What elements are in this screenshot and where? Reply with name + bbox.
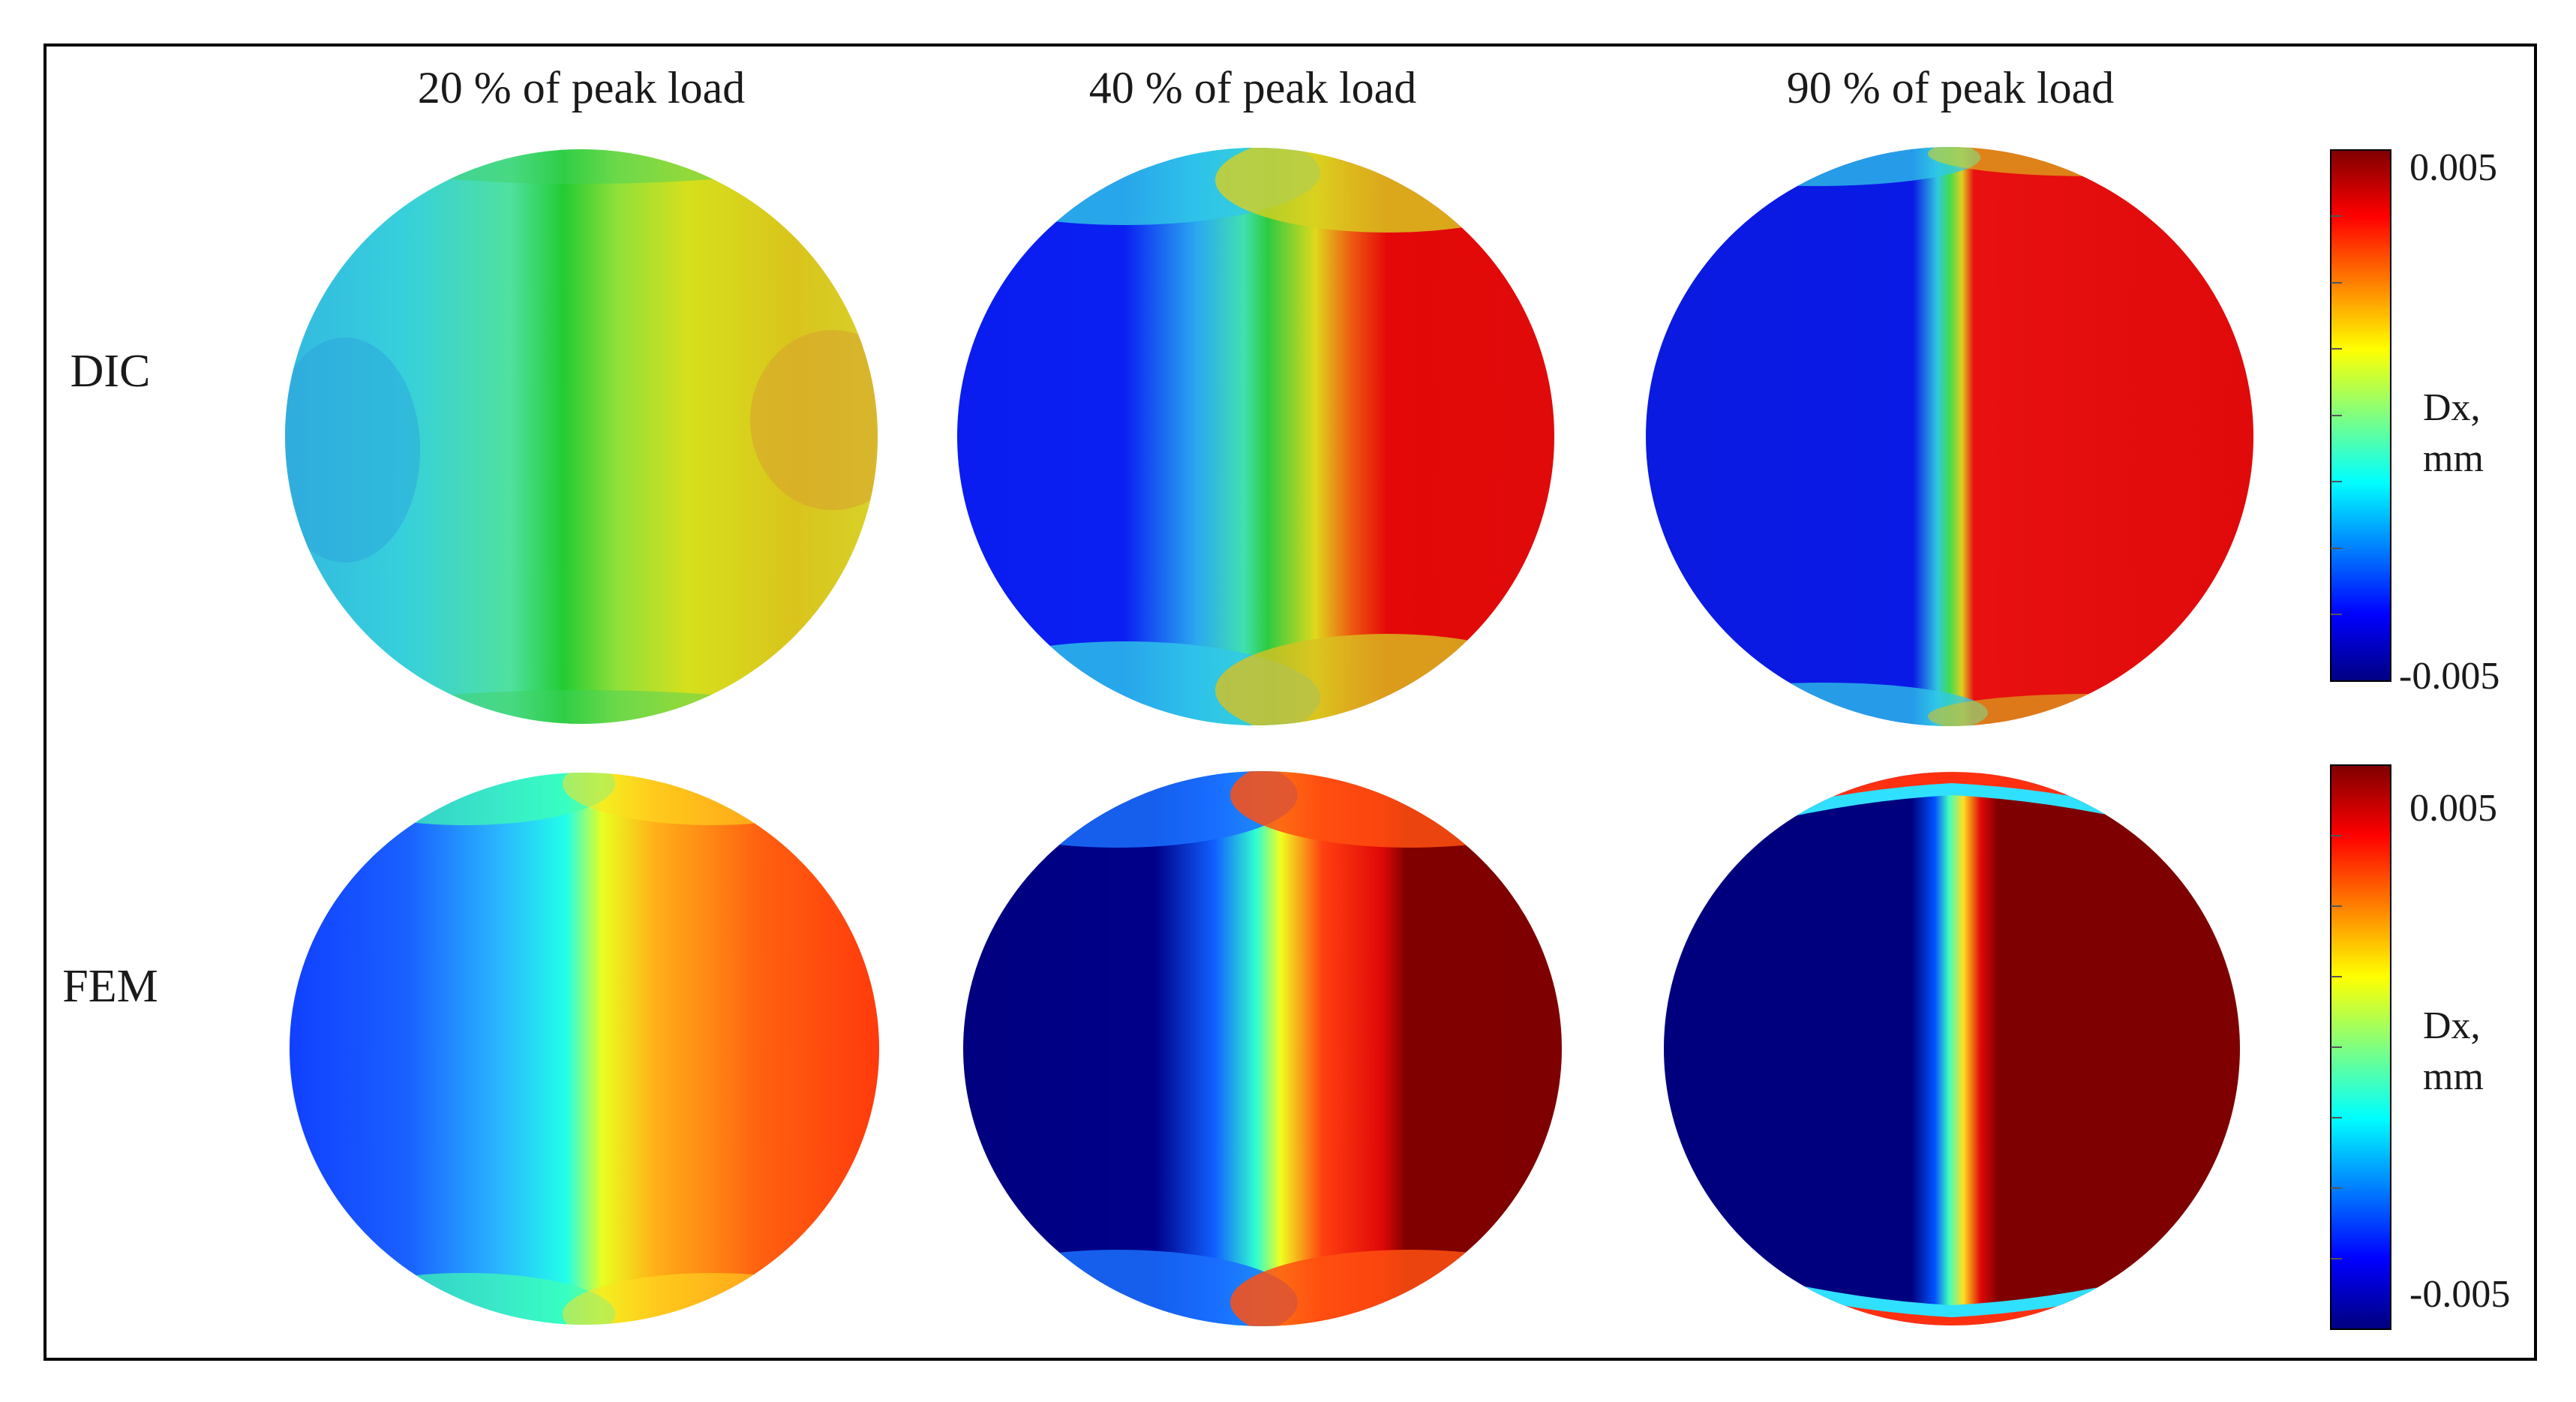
colorbar-dic-title-line2: mm — [2423, 437, 2484, 480]
dic-map-40-field — [957, 148, 1554, 725]
fem-map-90-field — [1664, 772, 2240, 1325]
fem-map-20-field — [290, 773, 879, 1325]
colorbar-fem-title-line1: Dx, — [2423, 1004, 2481, 1047]
column-title-40: 40 % of peak load — [1089, 63, 1417, 113]
colorbar-fem-min-label: -0.005 — [2409, 1273, 2510, 1316]
dic-map-20-cool-spot — [285, 338, 420, 563]
row-label-fem: FEM — [62, 961, 158, 1012]
colorbar-dic-title-line1: Dx, — [2423, 386, 2481, 429]
row-label-dic: DIC — [71, 346, 151, 397]
fem-map-90 — [1664, 772, 2240, 1325]
column-title-20: 20 % of peak load — [418, 63, 746, 113]
colorbar-fem: 0.005 Dx, mm -0.005 — [2330, 764, 2510, 1330]
colorbar-fem-max-label: 0.005 — [2409, 787, 2497, 830]
column-title-90: 90 % of peak load — [1787, 63, 2115, 113]
dic-map-90-field — [1646, 147, 2253, 726]
colorbar-dic-min-label: -0.005 — [2399, 655, 2499, 698]
fem-map-40-field — [963, 771, 1562, 1326]
colorbar-dic-max-label: 0.005 — [2409, 146, 2497, 189]
colorbar-fem-title-line2: mm — [2423, 1055, 2484, 1098]
colorbar-dic: 0.005 Dx, mm -0.005 — [2330, 146, 2499, 698]
